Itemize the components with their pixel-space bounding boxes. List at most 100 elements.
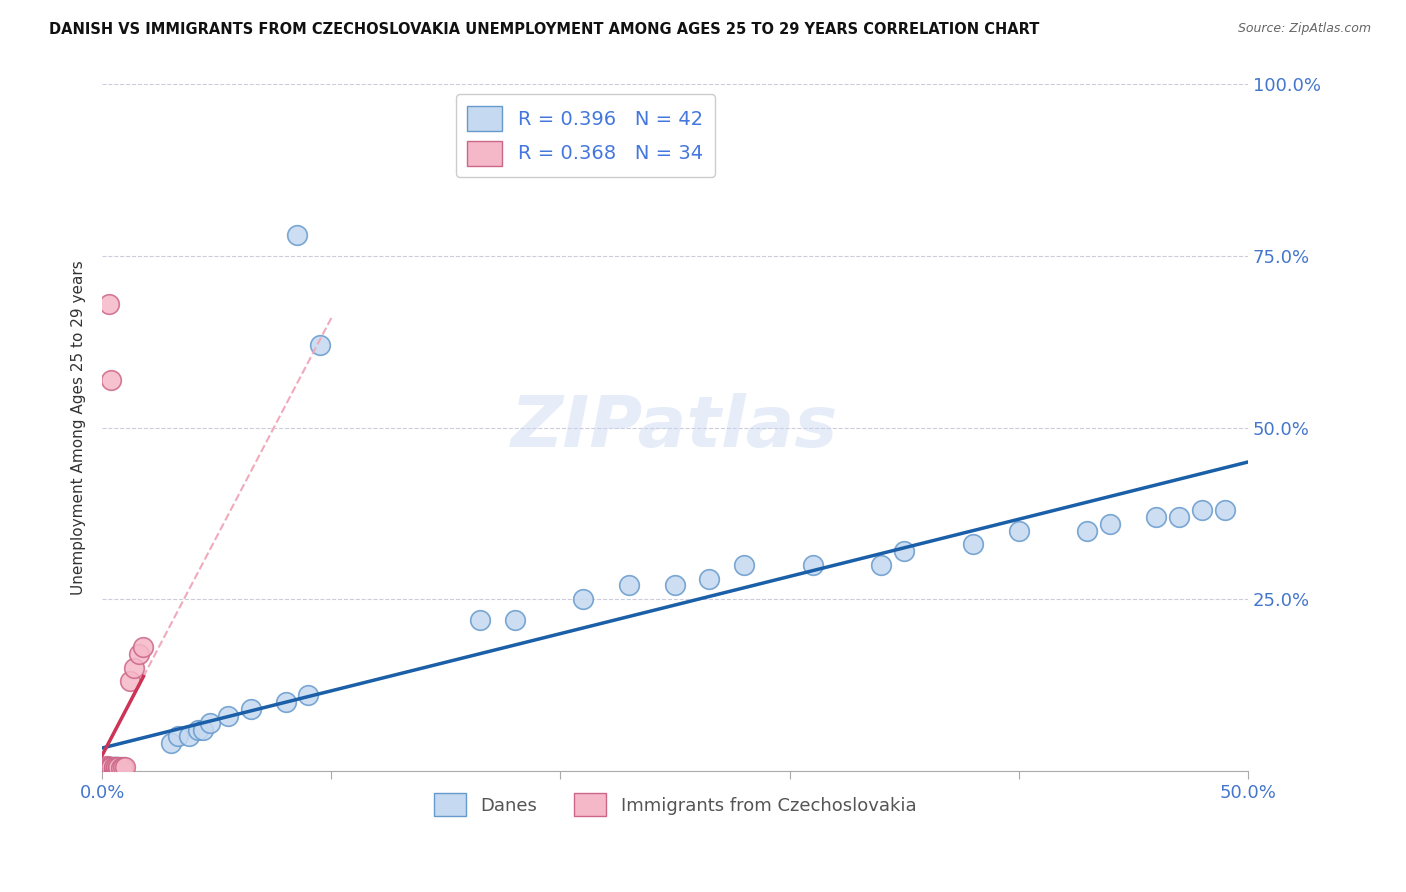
Point <box>93 760 115 774</box>
Point <box>1008 524 1031 538</box>
Point <box>93 762 115 776</box>
Point <box>160 736 183 750</box>
Point <box>111 761 134 775</box>
Point <box>93 762 115 776</box>
Point <box>699 572 721 586</box>
Point <box>98 297 121 311</box>
Point <box>107 762 129 776</box>
Point <box>801 558 824 572</box>
Point <box>619 578 641 592</box>
Point <box>103 761 125 775</box>
Point <box>98 762 121 776</box>
Point <box>98 760 121 774</box>
Point <box>114 760 136 774</box>
Point <box>274 695 297 709</box>
Point <box>179 730 201 744</box>
Point <box>104 760 127 774</box>
Point <box>470 613 492 627</box>
Point <box>132 640 155 655</box>
Point <box>103 760 125 774</box>
Point <box>93 761 115 775</box>
Point <box>962 537 984 551</box>
Point <box>1144 509 1167 524</box>
Point <box>733 558 755 572</box>
Point <box>217 708 239 723</box>
Point <box>93 761 115 775</box>
Point <box>103 762 125 776</box>
Point <box>93 759 115 773</box>
Point <box>503 613 526 627</box>
Point <box>96 762 118 776</box>
Point <box>98 759 121 773</box>
Point <box>104 759 127 773</box>
Point <box>98 762 121 776</box>
Point <box>572 592 595 607</box>
Point <box>96 759 118 773</box>
Point <box>104 762 127 776</box>
Point <box>107 761 129 775</box>
Y-axis label: Unemployment Among Ages 25 to 29 years: Unemployment Among Ages 25 to 29 years <box>72 260 86 595</box>
Point <box>100 762 122 776</box>
Point <box>104 759 127 773</box>
Text: Source: ZipAtlas.com: Source: ZipAtlas.com <box>1237 22 1371 36</box>
Point <box>107 761 129 775</box>
Point <box>98 762 121 776</box>
Point <box>664 578 686 592</box>
Point <box>98 761 121 775</box>
Point <box>1076 524 1098 538</box>
Point <box>166 730 188 744</box>
Point <box>111 760 134 774</box>
Point <box>98 761 121 775</box>
Text: DANISH VS IMMIGRANTS FROM CZECHOSLOVAKIA UNEMPLOYMENT AMONG AGES 25 TO 29 YEARS : DANISH VS IMMIGRANTS FROM CZECHOSLOVAKIA… <box>49 22 1039 37</box>
Point <box>100 372 122 386</box>
Point <box>1099 516 1122 531</box>
Point <box>107 760 129 774</box>
Point <box>96 761 118 775</box>
Point <box>118 674 141 689</box>
Point <box>297 688 319 702</box>
Point <box>1168 509 1191 524</box>
Point <box>100 762 122 776</box>
Point <box>893 544 915 558</box>
Point <box>100 761 122 775</box>
Point <box>103 762 125 776</box>
Point <box>309 338 332 352</box>
Point <box>98 762 121 776</box>
Point <box>93 760 115 774</box>
Point <box>103 761 125 775</box>
Point <box>198 715 221 730</box>
Point <box>191 723 214 737</box>
Point <box>107 760 129 774</box>
Point <box>93 762 115 776</box>
Text: ZIPatlas: ZIPatlas <box>512 393 839 462</box>
Point <box>96 762 118 776</box>
Point <box>1213 503 1236 517</box>
Point <box>96 762 118 776</box>
Point <box>93 762 115 776</box>
Point <box>240 702 263 716</box>
Point <box>96 762 118 776</box>
Point <box>100 761 122 775</box>
Point <box>104 761 127 775</box>
Point <box>187 723 209 737</box>
Point <box>104 762 127 776</box>
Point <box>124 661 146 675</box>
Point <box>1191 503 1213 517</box>
Point <box>103 760 125 774</box>
Point <box>100 762 122 776</box>
Point <box>98 760 121 774</box>
Point <box>110 761 132 775</box>
Point <box>285 228 308 243</box>
Point <box>103 759 125 773</box>
Point <box>100 760 122 774</box>
Point <box>110 760 132 774</box>
Point <box>96 759 118 773</box>
Point <box>100 759 122 773</box>
Point <box>96 760 118 774</box>
Point <box>96 761 118 775</box>
Point <box>870 558 893 572</box>
Point <box>128 647 150 661</box>
Point <box>100 760 122 774</box>
Point <box>100 759 122 773</box>
Point <box>110 761 132 775</box>
